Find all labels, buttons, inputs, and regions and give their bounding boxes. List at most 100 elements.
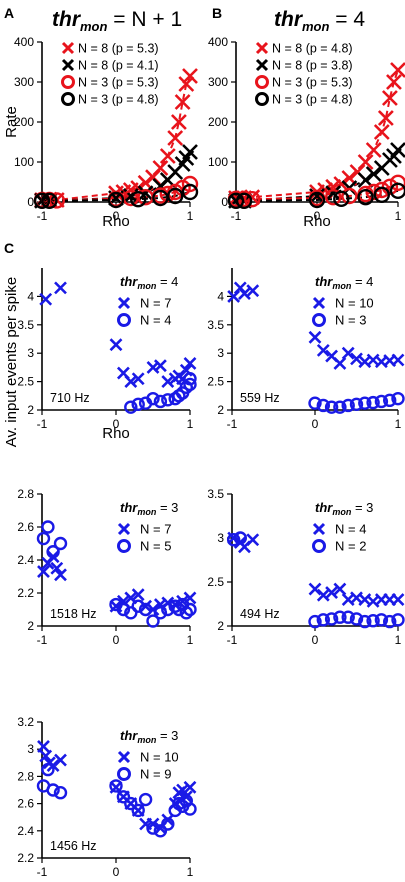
x-tick-label: 0	[113, 209, 120, 223]
panel-a-title-prefix: thr	[52, 8, 82, 31]
x-tick-label: 0	[113, 417, 120, 431]
data-point-circle	[308, 191, 326, 209]
legend-label: N = 7	[140, 296, 171, 311]
series-circle	[226, 531, 405, 629]
data-point-circle	[179, 606, 194, 620]
rate-annotation: 559 Hz	[240, 391, 280, 405]
data-point-cross	[39, 292, 53, 306]
data-point-cross	[109, 338, 123, 352]
data-point-cross	[390, 142, 405, 158]
y-tick-label: 2.2	[17, 851, 34, 865]
thr-label-prefix: thr	[120, 500, 138, 515]
data-point-cross	[246, 533, 260, 547]
data-point-circle	[333, 400, 347, 414]
data-point-circle	[391, 613, 405, 627]
data-point-circle	[341, 187, 358, 205]
chart-c3: -1 0 1 2 2.2 2.4 2.6 2.8 thrmon = 3 N = 7 N = 5 151…	[17, 487, 197, 647]
thr-label-suffix: = 4	[156, 274, 178, 289]
rate-annotation: 494 Hz	[240, 607, 280, 621]
data-point-cross	[54, 568, 67, 582]
x-tick-label: -1	[227, 417, 238, 431]
y-tick-label: 400	[208, 35, 228, 49]
x-tick-label: 1	[187, 417, 194, 431]
data-point-circle	[41, 762, 55, 777]
data-point-circle	[373, 181, 390, 199]
y-tick-label: 300	[14, 75, 34, 89]
legend-marker	[61, 75, 75, 89]
y-tick-label: 0	[27, 195, 34, 209]
panel-c-shared-ylabel: Av. input events per spike	[3, 277, 20, 447]
panel-b-title-sub: mon	[302, 19, 330, 34]
series-circle	[36, 520, 197, 628]
y-tick-label: 3	[27, 346, 34, 360]
panel-a-title-sub: mon	[80, 19, 108, 34]
data-point-cross	[350, 352, 363, 366]
data-point-circle	[333, 610, 347, 624]
y-tick-label: 100	[208, 155, 228, 169]
data-point-circle	[316, 613, 330, 627]
series-cross	[227, 531, 405, 608]
legend-marker	[117, 539, 131, 553]
y-tick-label: 100	[14, 155, 34, 169]
data-point-circle	[374, 613, 389, 627]
data-point-cross	[170, 114, 187, 130]
data-point-circle	[124, 400, 138, 414]
thr-label-sub: mon	[332, 507, 352, 517]
data-point-cross	[391, 593, 405, 607]
series-circle	[33, 183, 199, 210]
x-tick-label: -1	[37, 633, 48, 647]
chart-c5: -1 0 1 2.2 2.4 2.6 2.8 3 3.2 thrmon = 3 N = 10 N = …	[17, 715, 197, 879]
legend-label: N = 9	[140, 767, 171, 782]
data-point-circle	[333, 190, 350, 208]
data-point-cross	[50, 561, 64, 575]
x-tick-label: 1	[395, 633, 402, 647]
data-point-cross	[386, 74, 402, 90]
data-point-circle	[124, 606, 138, 620]
data-point-circle	[226, 533, 241, 547]
series-circle	[36, 762, 197, 838]
thr-label-suffix: = 4	[351, 274, 373, 289]
data-point-cross	[183, 357, 197, 370]
data-point-circle	[131, 803, 145, 818]
legend-marker	[255, 58, 269, 72]
y-tick-label: 0	[221, 195, 228, 209]
data-point-circle	[358, 614, 372, 629]
data-point-circle	[324, 400, 339, 414]
legend-marker	[117, 767, 131, 781]
legend-marker	[255, 41, 269, 55]
legend-marker	[61, 41, 75, 55]
data-point-cross	[308, 330, 322, 344]
data-point-circle	[168, 599, 182, 613]
data-point-cross	[381, 90, 398, 106]
data-point-cross	[182, 68, 198, 84]
x-tick-label: 1	[187, 209, 194, 223]
data-point-cross	[308, 582, 322, 596]
data-point-circle	[53, 536, 68, 551]
data-point-circle	[389, 174, 405, 191]
data-point-cross	[390, 62, 405, 78]
data-point-cross	[131, 588, 145, 602]
legend-label: N = 10	[140, 750, 179, 765]
data-point-cross	[152, 160, 169, 176]
x-axis-label: Rho	[102, 213, 130, 230]
data-point-circle	[131, 397, 145, 412]
data-point-circle	[146, 614, 160, 628]
data-point-circle	[153, 394, 168, 409]
data-point-cross	[333, 357, 347, 370]
data-point-circle	[116, 602, 131, 617]
data-point-circle	[116, 790, 131, 804]
y-tick-label: 2	[27, 403, 34, 417]
data-point-circle	[36, 531, 51, 546]
thr-label: thrmon = 3	[120, 500, 178, 517]
thr-label-sub: mon	[137, 735, 157, 745]
legend-label: N = 8 (p = 4.8)	[272, 42, 353, 56]
data-point-cross	[377, 110, 394, 126]
y-tick-label: 2.6	[17, 520, 34, 534]
data-point-circle	[358, 396, 372, 410]
series-cross	[227, 281, 405, 370]
thr-label: thrmon = 3	[120, 728, 178, 745]
data-point-cross	[124, 375, 138, 389]
thr-label-suffix: = 3	[351, 500, 373, 515]
data-point-cross	[246, 284, 260, 298]
